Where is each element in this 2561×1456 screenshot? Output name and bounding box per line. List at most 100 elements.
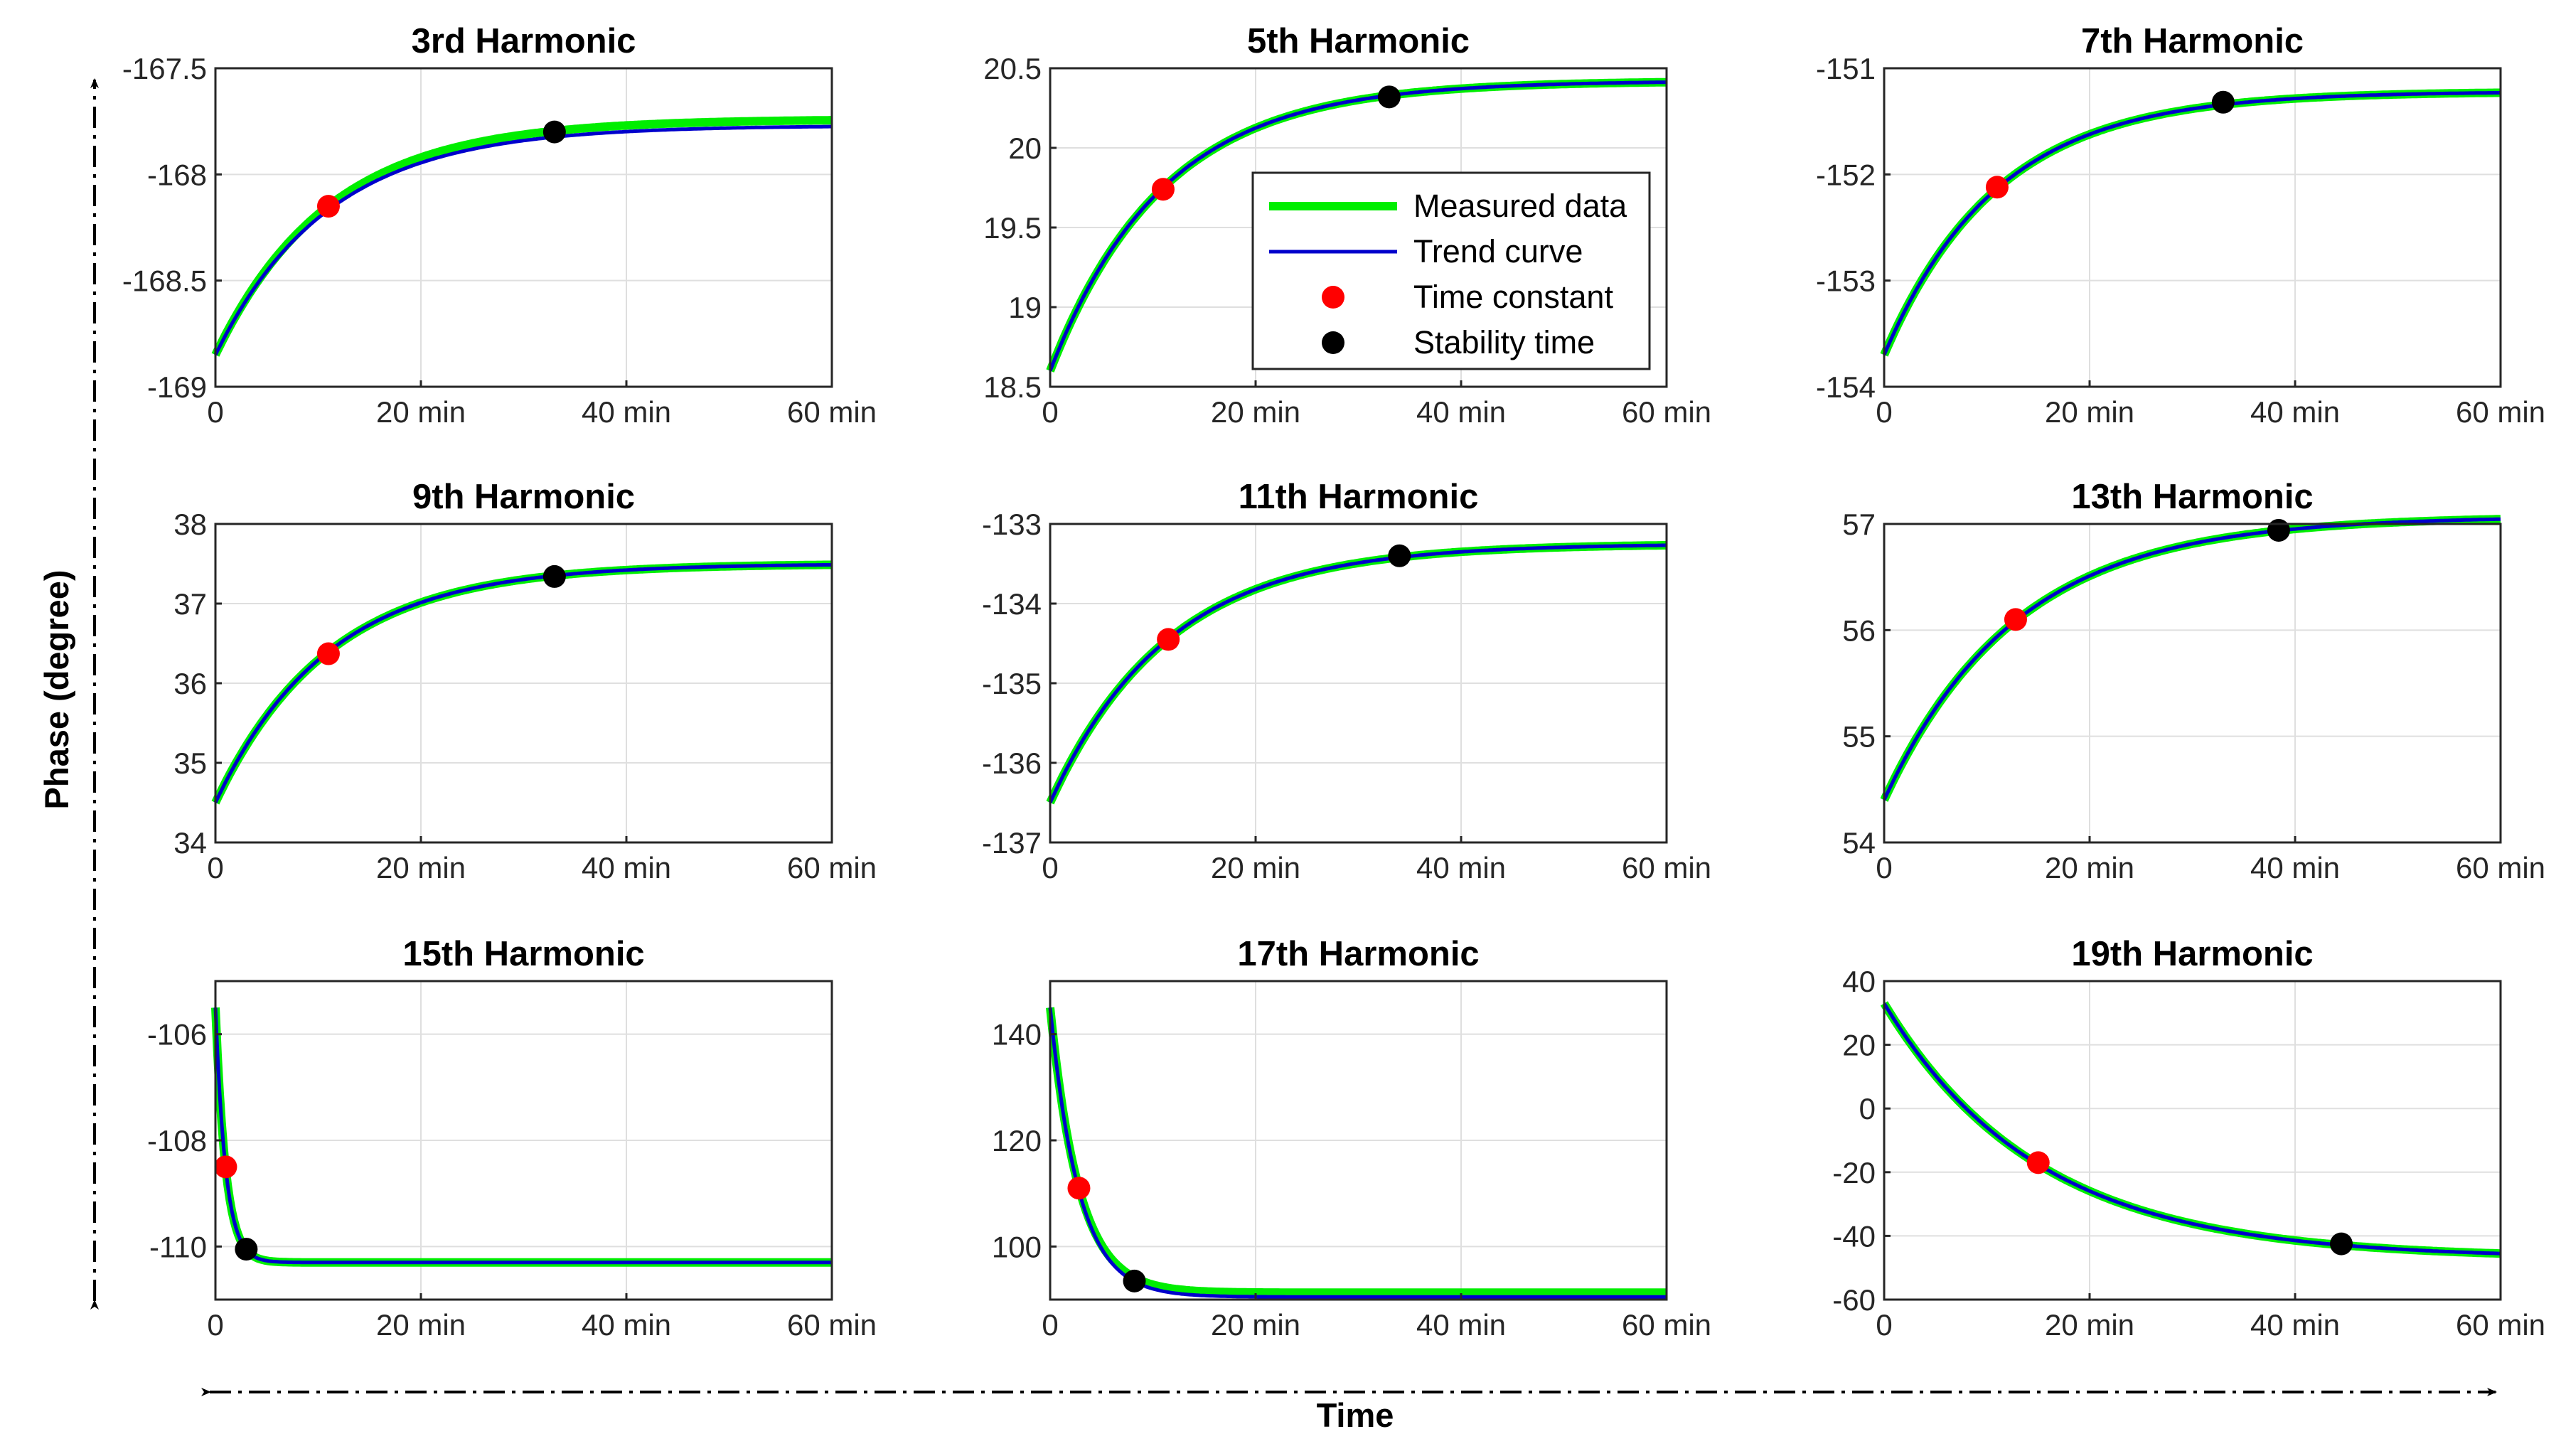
x-tick-label: 60 min — [787, 851, 877, 884]
legend-time-constant-swatch — [1322, 286, 1344, 309]
x-tick-label: 20 min — [1211, 395, 1300, 429]
time-constant-marker — [1985, 176, 2009, 199]
y-tick-label: 140 — [992, 1018, 1042, 1051]
x-tick-label: 40 min — [582, 851, 671, 884]
subplot-7: 0 20 min 40 min 60 min -110 -108 -106 15th Harm… — [147, 935, 877, 1342]
y-tick-label: -136 — [982, 746, 1042, 780]
subplot-9: 0 20 min 40 min 60 min -60 -40 -20 0 20 40 19th Ha… — [1832, 935, 2545, 1342]
legend-stability-swatch — [1322, 331, 1344, 354]
x-tick-label: 0 — [1876, 1308, 1892, 1342]
x-tick-label: 60 min — [2456, 395, 2545, 429]
time-constant-marker — [214, 1155, 237, 1179]
x-tick-label: 40 min — [1416, 851, 1506, 884]
trend-curve-line — [213, 1007, 832, 1265]
x-tick-label: 60 min — [787, 1308, 877, 1342]
trend-curve-line — [1048, 80, 1667, 372]
subplot-title: 7th Harmonic — [2081, 22, 2304, 60]
axes-frame — [1883, 67, 2502, 388]
y-tick-label: -135 — [982, 667, 1042, 700]
subplot-title: 17th Harmonic — [1237, 935, 1479, 973]
subplot-title: 19th Harmonic — [2071, 935, 2313, 973]
x-tick-label: 40 min — [582, 1308, 671, 1342]
y-tick-label: 35 — [173, 746, 207, 780]
time-constant-marker — [1151, 178, 1175, 201]
y-tick-label: 54 — [1842, 826, 1876, 860]
x-tick-label: 0 — [207, 1308, 223, 1342]
y-tick-label: -133 — [982, 508, 1042, 541]
y-tick-label: -137 — [982, 826, 1042, 860]
x-tick-label: 0 — [1042, 1308, 1058, 1342]
y-tick-label: -168.5 — [122, 264, 207, 298]
subplot-6: 0 20 min 40 min 60 min 54 55 56 57 13th Harmonic — [1842, 478, 2545, 884]
subplot-title: 15th Harmonic — [402, 935, 644, 973]
axes-frame — [1883, 980, 2502, 1301]
x-tick-label: 20 min — [376, 395, 466, 429]
trend-curve-line — [1048, 543, 1667, 804]
y-tick-label: -60 — [1832, 1283, 1876, 1317]
trend-curve-line — [1882, 1002, 2501, 1256]
measured-data-line — [1046, 1007, 1669, 1297]
x-tick-label: 0 — [1876, 851, 1892, 884]
x-tick-label: 40 min — [1416, 1308, 1506, 1342]
x-tick-label: 20 min — [1211, 851, 1300, 884]
y-tick-label: 20 — [1008, 132, 1042, 165]
figure-ylabel: Phase (degree) — [38, 570, 75, 810]
y-tick-label: 20.5 — [983, 52, 1042, 85]
y-tick-label: 100 — [992, 1230, 1042, 1263]
x-tick-label: 20 min — [2045, 395, 2134, 429]
time-constant-marker — [2004, 608, 2027, 631]
y-tick-label: 57 — [1842, 508, 1876, 541]
stability-time-marker — [542, 120, 566, 144]
y-tick-label: 37 — [173, 587, 207, 621]
x-tick-label: 60 min — [2456, 851, 2545, 884]
y-tick-label: -152 — [1816, 158, 1876, 191]
y-tick-label: 120 — [992, 1124, 1042, 1157]
time-constant-marker — [1157, 628, 1180, 651]
x-tick-label: 0 — [1042, 395, 1058, 429]
axes-frame — [1883, 523, 2502, 844]
subplot-title: 9th Harmonic — [412, 478, 635, 516]
legend-entry-label: Trend curve — [1413, 233, 1583, 269]
trend-curve-line — [1882, 517, 2501, 801]
figure-xlabel: Time — [1317, 1396, 1394, 1434]
measured-data-line — [1880, 88, 2503, 357]
stability-time-marker — [1388, 544, 1411, 567]
x-tick-label: 20 min — [1211, 1308, 1300, 1342]
x-tick-label: 0 — [1876, 395, 1892, 429]
x-tick-label: 60 min — [1622, 1308, 1711, 1342]
y-tick-label: -168 — [147, 158, 207, 191]
y-tick-label: -40 — [1832, 1219, 1876, 1253]
y-tick-label: 19 — [1008, 291, 1042, 324]
trend-curve-line — [213, 124, 832, 356]
stability-time-marker — [1123, 1269, 1146, 1292]
y-tick-label: -154 — [1816, 370, 1876, 404]
y-tick-label: -167.5 — [122, 52, 207, 85]
y-tick-label: -151 — [1816, 52, 1876, 85]
time-constant-marker — [316, 642, 340, 665]
measured-data-line — [1880, 515, 2503, 802]
x-tick-label: 0 — [207, 395, 223, 429]
y-tick-label: 38 — [173, 508, 207, 541]
x-tick-label: 20 min — [376, 851, 466, 884]
y-tick-label: -169 — [147, 370, 207, 404]
y-tick-label: -134 — [982, 587, 1042, 621]
subplot-3: 0 20 min 40 min 60 min -154 -153 -152 -151 7th H… — [1816, 22, 2545, 429]
stability-time-marker — [2267, 518, 2290, 542]
measured-data-line — [211, 116, 835, 357]
trend-curve-line — [1048, 1007, 1667, 1299]
subplot-1: 0 20 min 40 min 60 min -169 -168.5 -168 -167.5 3… — [122, 22, 877, 429]
measured-data-line — [1046, 541, 1669, 805]
x-tick-label: 60 min — [1622, 851, 1711, 884]
x-tick-label: 0 — [1042, 851, 1058, 884]
subplot-title: 13th Harmonic — [2071, 478, 2313, 516]
y-tick-label: -110 — [149, 1230, 207, 1263]
x-tick-label: 60 min — [1622, 395, 1711, 429]
subplot-4: 0 20 min 40 min 60 min 34 35 36 37 38 9th Harmoni… — [173, 478, 877, 884]
subplot-title: 3rd Harmonic — [412, 22, 636, 60]
subplot-title: 5th Harmonic — [1247, 22, 1470, 60]
stability-time-marker — [1377, 85, 1401, 109]
time-constant-marker — [2026, 1151, 2050, 1174]
subplot-2: 0 20 min 40 min 60 min 18.5 19 19.5 20 20.5 5th H… — [983, 22, 1711, 429]
subplot-title: 11th Harmonic — [1239, 478, 1479, 516]
